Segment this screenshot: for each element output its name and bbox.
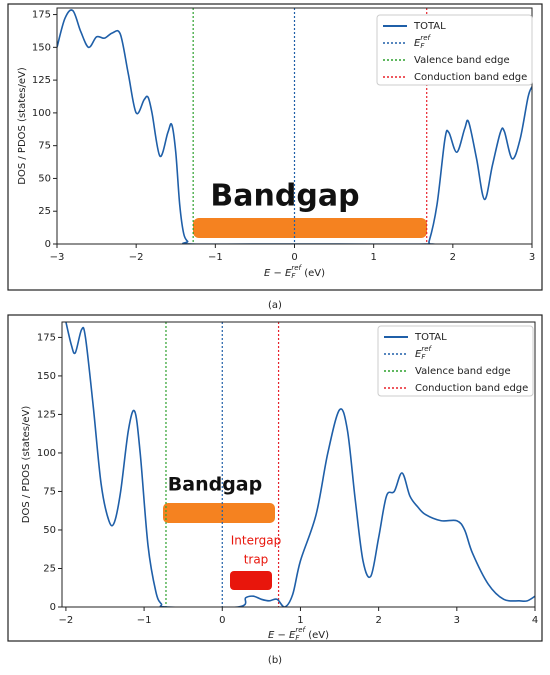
x-tick-label: −1 (137, 615, 152, 626)
y-tick-label: 75 (38, 141, 51, 152)
y-tick-label: 0 (50, 602, 56, 613)
x-tick-label: 3 (529, 252, 535, 263)
y-tick-label: 175 (32, 10, 51, 21)
x-tick-label: 3 (454, 615, 460, 626)
label-part: ref (420, 34, 431, 42)
label: E − EFref (eV) (268, 626, 329, 642)
panel-frame (7, 314, 543, 642)
plot-frame (56, 7, 533, 245)
label-part: E − E (268, 630, 296, 641)
label-part: F (291, 272, 296, 280)
y-tick-label: 100 (37, 448, 56, 459)
y-tick-label: 0 (45, 239, 51, 250)
x-tick-label: 0 (291, 252, 297, 263)
label-part: (eV) (305, 630, 329, 641)
label-part: ref (295, 626, 306, 634)
bandgap-bar (163, 503, 275, 523)
legend-box (377, 325, 534, 397)
y-tick-label: 75 (43, 486, 56, 497)
plot-frame (61, 321, 536, 608)
y-tick-label: 125 (37, 409, 56, 420)
trap-bar (230, 571, 272, 590)
label: E − EFref (eV) (264, 264, 325, 280)
label-part: F (295, 634, 300, 642)
x-tick-label: −1 (208, 252, 223, 263)
label-part: F (420, 42, 425, 50)
label-part: F (421, 353, 426, 361)
legend-label: Conduction band edge (414, 72, 527, 83)
label-part: (eV) (301, 268, 325, 279)
y-tick-label: 25 (38, 206, 51, 217)
legend-label: Valence band edge (414, 55, 510, 66)
y-axis-label: DOS / PDOS (states/eV) (17, 67, 28, 185)
label-part: E (415, 349, 422, 360)
annotation: Intergap (231, 534, 282, 548)
y-tick-label: 150 (37, 371, 56, 382)
y-tick-label: 125 (32, 75, 51, 86)
dos-line (65, 322, 535, 607)
bandgap-bar (193, 218, 427, 238)
y-tick-label: 50 (43, 525, 56, 536)
x-tick-label: 4 (532, 615, 538, 626)
x-tick-label: −2 (59, 615, 74, 626)
y-axis-label: DOS / PDOS (states/eV) (21, 406, 32, 524)
x-tick-label: 1 (297, 615, 303, 626)
x-tick-label: −3 (50, 252, 65, 263)
legend-label: Conduction band edge (415, 383, 528, 394)
x-tick-label: 0 (219, 615, 225, 626)
label-part: ref (421, 345, 432, 353)
panel-label: (a) (268, 300, 282, 311)
x-tick-label: −2 (129, 252, 144, 263)
x-tick-label: 2 (375, 615, 381, 626)
annotation: Bandgap (210, 179, 359, 214)
y-tick-label: 175 (37, 332, 56, 343)
legend-box (376, 14, 533, 86)
label-part: E (414, 38, 421, 49)
dos-line (57, 9, 532, 244)
x-tick-label: 2 (450, 252, 456, 263)
label-part: ref (291, 264, 302, 272)
panel-label: (b) (268, 655, 282, 666)
legend-label: TOTAL (413, 21, 446, 32)
annotation: trap (244, 553, 269, 567)
x-tick-label: 1 (370, 252, 376, 263)
label: EFref (415, 345, 433, 361)
legend-label: TOTAL (414, 332, 447, 343)
y-tick-label: 150 (32, 42, 51, 53)
y-tick-label: 25 (43, 563, 56, 574)
y-tick-label: 100 (32, 108, 51, 119)
label: EFref (414, 34, 432, 50)
y-tick-label: 50 (38, 173, 51, 184)
panel-frame (7, 3, 543, 291)
label-part: E − E (264, 268, 292, 279)
annotation: Bandgap (168, 474, 262, 496)
legend-label: Valence band edge (415, 366, 511, 377)
